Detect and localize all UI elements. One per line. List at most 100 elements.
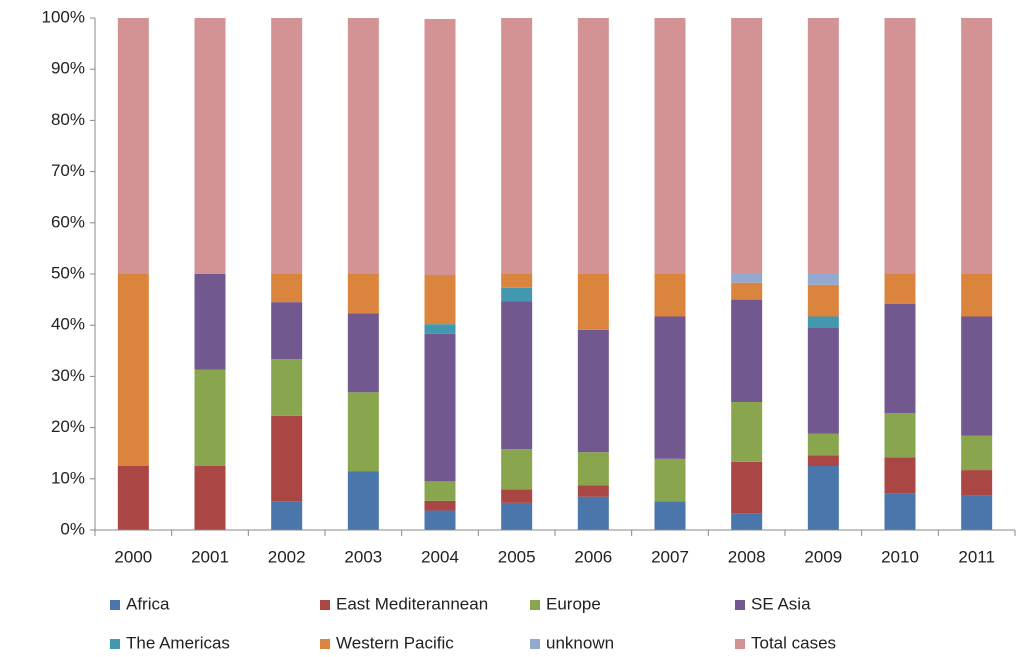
- bar-segment: [271, 415, 303, 502]
- bar-segment: [501, 301, 533, 450]
- bar-segment: [654, 18, 686, 274]
- x-tick-label: 2007: [651, 547, 689, 566]
- bar-segment: [347, 471, 379, 530]
- x-tick-label: 2001: [191, 547, 229, 566]
- legend-label: Western Pacific: [336, 633, 454, 652]
- legend-swatch: [320, 600, 330, 610]
- bar-segment: [961, 316, 993, 436]
- bar-segment: [731, 461, 763, 514]
- bar-segment: [654, 501, 686, 530]
- y-tick-label: 100%: [42, 7, 85, 26]
- bar-segment: [501, 449, 533, 490]
- bar-segment: [271, 358, 303, 416]
- bar-segment: [884, 413, 916, 458]
- legend-label: The Americas: [126, 633, 230, 652]
- bar-segment: [577, 485, 609, 497]
- bar-segment: [654, 274, 686, 317]
- x-tick-label: 2006: [574, 547, 612, 566]
- y-tick-label: 60%: [51, 212, 85, 231]
- bar-segment: [654, 458, 686, 502]
- bar-segment: [194, 18, 226, 274]
- legend-label: Europe: [546, 594, 601, 613]
- bar-segment: [807, 433, 839, 456]
- y-tick-label: 90%: [51, 59, 85, 78]
- bar-segment: [884, 493, 916, 530]
- y-tick-label: 70%: [51, 161, 85, 180]
- bar-segment: [807, 316, 839, 328]
- y-tick-label: 50%: [51, 263, 85, 282]
- bar-segment: [654, 316, 686, 459]
- bar-segment: [501, 274, 533, 288]
- bar-segment: [884, 18, 916, 274]
- bar-segment: [424, 510, 456, 530]
- bar-segment: [424, 333, 456, 482]
- x-tick-label: 2005: [498, 547, 536, 566]
- bar-segment: [577, 18, 609, 274]
- bar-segment: [577, 496, 609, 530]
- bar-segment: [194, 369, 226, 466]
- bar-segment: [501, 287, 533, 302]
- bar-segment: [424, 481, 456, 501]
- bar-segment: [807, 18, 839, 274]
- bar-segment: [961, 435, 993, 471]
- x-tick-label: 2010: [881, 547, 919, 566]
- bar-segment: [194, 274, 226, 370]
- legend-swatch: [110, 639, 120, 649]
- x-tick-label: 2004: [421, 547, 459, 566]
- bar-segment: [884, 274, 916, 304]
- bar-segment: [501, 18, 533, 274]
- bar-segment: [884, 457, 916, 494]
- legend-swatch: [110, 600, 120, 610]
- x-tick-label: 2008: [728, 547, 766, 566]
- bar-segment: [577, 274, 609, 330]
- bar-segment: [961, 470, 993, 496]
- bar-segment: [577, 452, 609, 486]
- bar-segment: [807, 466, 839, 530]
- bar-segment: [731, 282, 763, 300]
- legend-label: Total cases: [751, 633, 836, 652]
- bar-segment: [961, 274, 993, 317]
- bar-segment: [731, 18, 763, 274]
- bar-segment: [347, 392, 379, 472]
- bar-segment: [807, 327, 839, 434]
- y-tick-label: 30%: [51, 366, 85, 385]
- bar-segment: [271, 274, 303, 303]
- y-tick-label: 0%: [60, 519, 85, 538]
- y-tick-label: 10%: [51, 468, 85, 487]
- bar-segment: [424, 500, 456, 511]
- x-tick-label: 2011: [958, 547, 995, 566]
- legend-swatch: [320, 639, 330, 649]
- bar-segment: [731, 513, 763, 530]
- legend-label: unknown: [546, 633, 614, 652]
- bar-segment: [271, 501, 303, 530]
- bar-segment: [424, 19, 456, 276]
- bar-segment: [731, 299, 763, 402]
- legend-label: SE Asia: [751, 594, 811, 613]
- legend-swatch: [530, 639, 540, 649]
- bar-segment: [807, 284, 839, 317]
- bar-segment: [884, 303, 916, 414]
- bar-segment: [501, 502, 533, 530]
- legend-swatch: [735, 639, 745, 649]
- legend-label: Africa: [126, 594, 170, 613]
- bar-segment: [731, 274, 763, 283]
- bar-segment: [117, 466, 149, 530]
- y-tick-label: 80%: [51, 110, 85, 129]
- bar-segment: [807, 274, 839, 285]
- legend-swatch: [735, 600, 745, 610]
- x-tick-label: 2000: [114, 547, 152, 566]
- bar-segment: [961, 495, 993, 530]
- bar-segment: [961, 18, 993, 274]
- bar-segment: [577, 329, 609, 453]
- y-tick-label: 40%: [51, 315, 85, 334]
- bar-segment: [501, 489, 533, 503]
- bar-segment: [347, 313, 379, 393]
- bar-segment: [194, 466, 226, 530]
- bar-segment: [424, 275, 456, 325]
- bar-segment: [347, 274, 379, 314]
- legend-swatch: [530, 600, 540, 610]
- y-tick-label: 20%: [51, 417, 85, 436]
- x-tick-label: 2002: [268, 547, 306, 566]
- bar-segment: [807, 455, 839, 466]
